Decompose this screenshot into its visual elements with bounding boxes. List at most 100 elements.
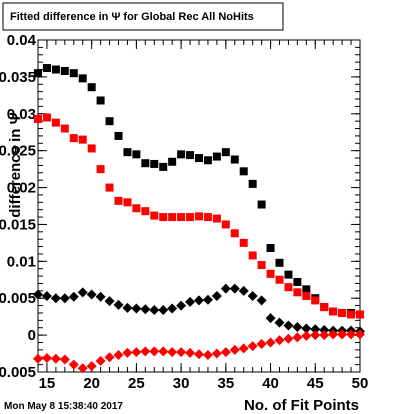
data-point-series-3	[158, 346, 169, 357]
data-point-series-3	[176, 347, 187, 358]
data-point-series-1	[293, 288, 302, 297]
data-point-series-1	[329, 307, 338, 316]
data-point-series-1	[195, 212, 203, 221]
data-point-series-2	[274, 317, 285, 328]
data-point-series-3	[283, 333, 294, 344]
data-point-series-3	[292, 332, 303, 343]
data-point-series-2	[59, 293, 70, 304]
data-point-series-2	[122, 302, 133, 313]
data-point-series-2	[229, 283, 240, 294]
data-point-series-0	[293, 277, 302, 286]
data-point-series-1	[239, 238, 248, 247]
data-point-series-0	[221, 148, 230, 157]
data-point-series-1	[150, 211, 159, 220]
x-tick-label: 35	[217, 375, 234, 392]
data-point-series-1	[266, 269, 275, 278]
data-point-series-0	[212, 152, 221, 161]
data-point-series-1	[141, 207, 150, 216]
y-tick-labels: -0.005 0 0.005 0.01 0.015 0.02 0.025 0.03 0.035 0…	[0, 32, 37, 381]
data-point-series-0	[96, 96, 105, 105]
y-tick-label: 0	[28, 327, 36, 344]
data-point-series-2	[95, 291, 106, 302]
data-point-series-3	[131, 347, 142, 358]
data-point-series-2	[194, 295, 204, 306]
data-point-series-3	[265, 337, 276, 348]
data-point-series-0	[87, 83, 96, 92]
timestamp-label: Mon May 8 15:38:40 2017	[4, 401, 123, 412]
data-point-series-1	[212, 214, 221, 223]
data-point-series-0	[123, 148, 132, 157]
data-point-series-3	[41, 352, 52, 363]
data-point-series-2	[211, 291, 222, 302]
data-point-series-1	[42, 113, 51, 122]
data-point-series-3	[229, 344, 240, 355]
data-point-series-2	[185, 296, 196, 307]
data-point-series-3	[122, 347, 133, 358]
data-point-series-2	[113, 299, 124, 310]
y-tick-label: 0.04	[7, 32, 37, 49]
data-point-series-1	[338, 308, 347, 317]
data-point-series-2	[33, 289, 43, 300]
data-point-series-2	[50, 293, 61, 304]
data-point-series-3	[194, 349, 204, 360]
y-tick-label: 0.025	[0, 143, 36, 160]
data-point-series-1	[34, 114, 42, 123]
data-point-series-1	[356, 310, 364, 319]
data-point-series-1	[123, 198, 132, 207]
data-point-series-3	[86, 361, 97, 372]
data-point-series-3	[185, 347, 196, 358]
data-point-series-3	[167, 347, 178, 358]
data-point-series-2	[140, 304, 151, 315]
y-tick-label: 0.03	[7, 106, 36, 123]
data-point-series-2	[104, 296, 115, 307]
data-point-series-3	[310, 330, 321, 341]
y-tick-label: 0.02	[7, 180, 36, 197]
data-point-series-3	[328, 329, 339, 340]
data-point-series-0	[284, 270, 293, 279]
data-point-series-3	[95, 355, 106, 366]
data-point-series-2	[283, 320, 294, 331]
y-axis-title: difference in Ψ	[7, 112, 24, 218]
data-point-series-3	[220, 347, 231, 358]
title-box	[2, 2, 284, 31]
data-point-series-1	[168, 213, 177, 222]
x-tick-labels: 15 20 25 30 35 40 45 50	[39, 375, 369, 392]
data-point-series-2	[77, 287, 88, 298]
x-axis-title: No. of Fit Points	[244, 397, 359, 414]
data-point-series-0	[42, 64, 51, 73]
data-point-series-0	[51, 65, 60, 74]
x-tick-label: 40	[262, 375, 279, 392]
data-point-series-1	[96, 165, 105, 174]
data-point-series-0	[186, 151, 195, 160]
data-point-series-3	[274, 335, 285, 346]
data-point-series-0	[132, 150, 141, 159]
data-point-series-2	[319, 324, 330, 335]
data-point-series-3	[140, 346, 151, 357]
y-tick-label: 0.035	[0, 69, 36, 86]
data-point-series-1	[320, 303, 329, 312]
data-markers	[33, 64, 365, 374]
data-point-series-0	[230, 155, 239, 164]
x-tick-label: 25	[128, 375, 145, 392]
y-tick-label: 0.015	[0, 216, 36, 233]
data-point-series-0	[195, 154, 203, 163]
x-tick-label: 30	[173, 375, 190, 392]
data-point-series-3	[33, 353, 43, 364]
data-point-series-3	[301, 330, 312, 341]
y-tick-label: 0.005	[0, 290, 36, 307]
data-point-series-1	[302, 292, 311, 301]
data-point-series-2	[247, 291, 258, 302]
data-point-series-1	[248, 251, 257, 260]
data-point-series-0	[248, 179, 257, 188]
data-point-series-1	[347, 310, 356, 319]
data-point-series-0	[114, 131, 123, 140]
data-point-series-1	[159, 213, 168, 222]
data-point-series-1	[132, 204, 141, 213]
data-point-series-2	[310, 324, 321, 335]
data-point-series-0	[141, 159, 150, 168]
data-point-series-0	[203, 156, 212, 165]
data-point-series-3	[202, 350, 213, 361]
data-point-series-2	[292, 321, 303, 332]
data-point-series-3	[256, 338, 267, 349]
